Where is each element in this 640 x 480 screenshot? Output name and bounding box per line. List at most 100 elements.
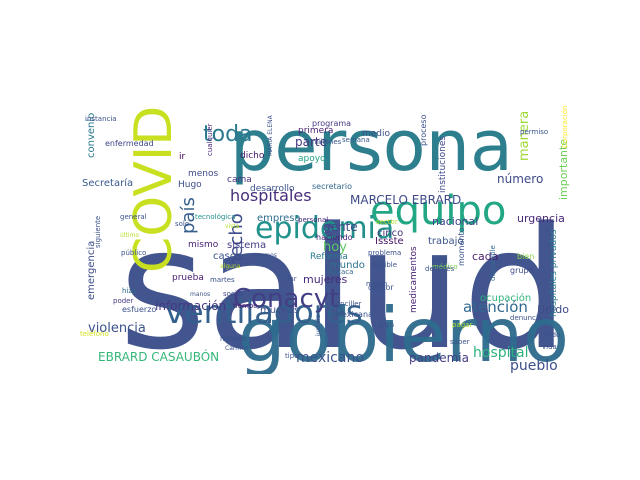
word-ir: ir (179, 152, 186, 162)
word-ultimo: último (120, 232, 140, 239)
word-carmen: Carmen (225, 345, 249, 352)
word-hizo: hizo (122, 287, 137, 295)
word-oaxaca: Oaxaca (327, 268, 354, 276)
word-general: general (120, 213, 147, 221)
word-grupo: grupo (510, 266, 534, 275)
word-toda: toda (203, 122, 253, 147)
word-bien: bien (517, 252, 535, 261)
word-epidemia: epidemia (255, 211, 395, 246)
word-cosa: cosa (225, 335, 239, 342)
word-momento: momento (457, 227, 466, 266)
word-hospital: hospital (473, 345, 529, 361)
word-marcelo-ebrard: MARCELO EBRARD (350, 193, 462, 207)
word-equipo: equipo (370, 188, 507, 234)
word-mexicano: mexicano (296, 350, 364, 366)
word-poder: poder (113, 297, 134, 305)
word-importante: importante (557, 138, 570, 200)
word-numero: número (497, 172, 544, 186)
word-despues: después (425, 265, 455, 273)
word-primera: primera (298, 126, 334, 136)
word-mismo: mismo (188, 240, 219, 250)
word-nacional: nacional (432, 215, 479, 228)
word-issste: Issste (375, 236, 404, 247)
word-publico: público (121, 249, 147, 257)
word-vida: vida (542, 343, 557, 351)
word-vista: vista (225, 223, 240, 230)
word-mujeres: mujeres (303, 273, 348, 286)
word-corporacion: Corporación (561, 106, 569, 149)
word-reforma: Reforma (310, 252, 348, 262)
word-cinco: cinco (377, 228, 404, 239)
word-gran: gran (378, 321, 395, 329)
word-gobierno: gobierno (237, 291, 569, 374)
word-haciendo: haciendo (316, 233, 353, 242)
word-pagar: pagar (452, 321, 473, 329)
word-persona: persona (230, 106, 513, 187)
word-medico: médico (432, 263, 458, 271)
word-muchas: muchas (260, 305, 300, 316)
word-telefono: teléfono (80, 330, 109, 338)
word-emergencia: emergencia (86, 240, 97, 300)
word-tecnologica: tecnológica (195, 213, 236, 221)
word-hicimos: hicimos (220, 335, 247, 343)
word-medio: medio (362, 129, 391, 139)
word-disponible: disponible (489, 245, 497, 281)
word-dar: dar (285, 275, 297, 283)
word-sector: sector (376, 218, 398, 226)
word-canciller: canciller (332, 300, 362, 308)
word-tipo: tipo (285, 352, 299, 360)
word-trabajo: trabajo (428, 236, 464, 247)
word-tiempo: tiempo (233, 302, 258, 310)
word-hospitales: hospitales (230, 186, 312, 205)
word-parte: parte (295, 135, 327, 149)
word-cama: cama (227, 175, 252, 185)
word-social: social (223, 290, 243, 298)
word-pueblo: pueblo (510, 358, 558, 374)
word-ocupacion: ocupación (480, 293, 532, 304)
word-urgencia: urgencia (517, 212, 565, 225)
word-medicamentos: medicamentos (409, 246, 419, 313)
word-justicia: justicia (315, 314, 322, 336)
word-instancia: instancia (85, 115, 117, 123)
word-atencion: atención (463, 298, 528, 316)
word-ventiladores: ventiladores (165, 293, 363, 331)
word-mexicana: Mexicana (335, 310, 373, 319)
word-hoy: hoy (323, 240, 347, 255)
word-pandemia: pandemia (409, 351, 469, 365)
word-desarrollo: desarrollo (250, 184, 295, 194)
word-informacion: información (155, 299, 227, 313)
word-alguna: alguna (220, 263, 241, 270)
word-violencia: violencia (88, 321, 146, 336)
word-manos: manos (190, 291, 211, 298)
word-salud: salud (118, 191, 569, 374)
word-gente: gente (323, 220, 358, 234)
word-instituciones: instituciones (438, 135, 448, 193)
word-julio: julio (432, 256, 447, 264)
word-hospitales-privados: hospitales privados (549, 229, 559, 317)
word-martes: martes (210, 276, 235, 284)
word-problema: problema (368, 249, 402, 257)
word-vemos: vemos (257, 252, 277, 259)
word-programa: programa (312, 119, 352, 128)
word-apoyo: apoyo (298, 154, 326, 164)
word-casos: casos (213, 251, 242, 262)
word-proceso: proceso (419, 114, 428, 146)
word-cualquier: cualquier (206, 123, 214, 156)
word-cloud: salud persona gobierno COVID equipo epidemia v… (80, 106, 570, 374)
word-doctor: doctor (368, 283, 394, 292)
word-secretario: secretario (312, 182, 352, 191)
word-conacyt: Conacyt (233, 284, 340, 314)
word-sistema: sistema (227, 240, 267, 251)
word-secretaria: Secretaría (82, 178, 134, 189)
word-mundo: mundo (330, 260, 365, 271)
word-empresa: empresa (257, 213, 301, 224)
word-menos: menos (188, 169, 219, 179)
word-millon: millón (366, 280, 388, 288)
word-dicho: dicho (240, 151, 265, 161)
word-unido: Unido (537, 303, 569, 316)
word-maria-elena: MARÍA ELENA (267, 115, 274, 156)
word-solo: solo (175, 220, 190, 228)
word-sido: sido (546, 331, 561, 339)
word-saber: saber (450, 338, 470, 346)
word-millones: millones (312, 138, 342, 146)
